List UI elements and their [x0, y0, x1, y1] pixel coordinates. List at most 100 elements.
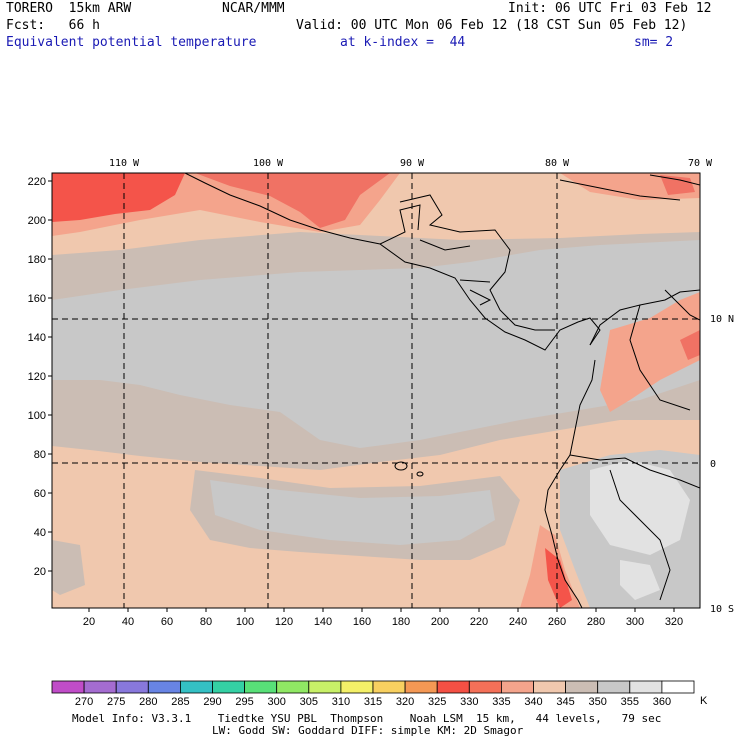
x-tick-label: 100 — [236, 616, 254, 628]
x-tick-label: 160 — [353, 616, 371, 628]
colorbar-label: 340 — [524, 696, 542, 708]
colorbar-swatch — [661, 680, 695, 694]
x-tick-label: 300 — [626, 616, 644, 628]
init-time: Init: 06 UTC Fri 03 Feb 12 — [508, 1, 712, 16]
field-band-345c — [52, 540, 85, 595]
level-info: at k-index = 44 — [340, 35, 466, 50]
colorbar — [51, 680, 695, 694]
border-guatemala — [379, 204, 421, 245]
colorbar-swatch — [179, 680, 213, 694]
coastline-gulf-honduras — [469, 289, 492, 306]
lat-label-10n: 10 N — [710, 314, 734, 325]
x-tick-label: 20 — [83, 616, 95, 628]
coastline-mexico-central-america — [184, 173, 601, 351]
coastline-hispaniola — [649, 174, 700, 186]
model-info-line1: Model Info: V3.3.1 Tiedtke YSU PBL Thomp… — [72, 712, 662, 725]
y-tick-label: 200 — [28, 215, 46, 227]
colorbar-swatch — [308, 680, 342, 694]
y-tick-label: 40 — [34, 527, 46, 539]
x-tick-label: 260 — [548, 616, 566, 628]
y-tick-label: 140 — [28, 332, 46, 344]
contour-field — [52, 173, 700, 608]
colorbar-labels: 270 275 280 285 290 295 300 305 310 315 320 325 330 3… — [75, 696, 671, 708]
lon-label-70w: 70 W — [688, 158, 713, 169]
lon-label-110w: 110 W — [109, 158, 140, 169]
lon-label-100w: 100 W — [253, 158, 284, 169]
x-tick-label: 140 — [314, 616, 332, 628]
border-colombia-venezuela — [629, 304, 691, 411]
colorbar-swatch — [533, 680, 566, 694]
colorbar-swatch — [597, 680, 631, 694]
galapagos-islands-east — [416, 471, 424, 477]
lon-label-90w: 90 W — [400, 158, 425, 169]
colorbar-swatch — [51, 680, 85, 694]
field-band-325 — [52, 173, 185, 222]
y-tick-label: 20 — [34, 566, 46, 578]
field-band-330b — [680, 330, 700, 360]
y-tick-label: 160 — [28, 293, 46, 305]
lon-label-80w: 80 W — [545, 158, 570, 169]
colorbar-unit: K — [700, 695, 708, 707]
x-tick-label: 40 — [122, 616, 134, 628]
coastline-ecuador-peru — [544, 359, 596, 608]
lat-label-0: 0 — [710, 459, 716, 470]
x-tick-label: 60 — [161, 616, 173, 628]
colorbar-label: 350 — [589, 696, 607, 708]
colorbar-label: 275 — [107, 696, 125, 708]
border-colombia-ecuador — [569, 454, 700, 489]
y-tick-label: 60 — [34, 488, 46, 500]
coastline-venezuela-north — [664, 289, 700, 321]
x-tick-label: 180 — [392, 616, 410, 628]
colorbar-label: 360 — [653, 696, 671, 708]
map-frame — [51, 172, 701, 609]
smoothing-info: sm= 2 — [634, 35, 674, 50]
field-band-350 — [52, 240, 700, 448]
field-name: Equivalent potential temperature — [6, 35, 257, 50]
colorbar-label: 295 — [235, 696, 253, 708]
colorbar-swatch — [436, 680, 470, 694]
colorbar-swatch — [147, 680, 181, 694]
y-tick-label: 80 — [34, 449, 46, 461]
colorbar-label: 315 — [364, 696, 382, 708]
border-honduras — [419, 239, 471, 251]
y-tick-label: 180 — [28, 254, 46, 266]
colorbar-swatch — [404, 680, 438, 694]
x-tick-label: 220 — [470, 616, 488, 628]
colorbar-swatch — [212, 680, 245, 694]
colorbar-swatch — [468, 680, 502, 694]
colorbar-label: 320 — [396, 696, 414, 708]
field-band-330 — [195, 173, 390, 228]
field-band-350c — [210, 480, 495, 545]
colorbar-label: 325 — [428, 696, 446, 708]
colorbar-label: 335 — [492, 696, 510, 708]
x-tick-label: 240 — [509, 616, 527, 628]
colorbar-label: 310 — [332, 696, 350, 708]
colorbar-swatch — [115, 680, 149, 694]
field-band-335c — [600, 292, 700, 412]
colorbar-label: 280 — [139, 696, 157, 708]
colorbar-label: 290 — [203, 696, 221, 708]
colorbar-swatch — [340, 680, 374, 694]
colorbar-label: 345 — [556, 696, 574, 708]
colorbar-swatch — [500, 680, 534, 694]
coastline-caribbean-central-america — [399, 194, 555, 331]
colorbar-swatch — [565, 680, 599, 694]
y-tick-label: 100 — [28, 410, 46, 422]
colorbar-label: 285 — [171, 696, 189, 708]
x-tick-label: 80 — [200, 616, 212, 628]
colorbar-label: 305 — [300, 696, 318, 708]
border-peru-brazil — [609, 469, 671, 601]
colorbar-swatch — [83, 680, 117, 694]
colorbar-label: 330 — [460, 696, 478, 708]
border-nicaragua — [459, 279, 491, 283]
colorbar-label: 300 — [268, 696, 286, 708]
x-tick-label: 120 — [275, 616, 293, 628]
colorbar-label: 355 — [621, 696, 639, 708]
graticule — [52, 173, 700, 608]
x-tick-label: 320 — [665, 616, 683, 628]
colorbar-label: 270 — [75, 696, 93, 708]
x-tick-label: 280 — [587, 616, 605, 628]
lat-label-10s: 10 S — [710, 604, 734, 615]
y-tick-label: 220 — [28, 176, 46, 188]
